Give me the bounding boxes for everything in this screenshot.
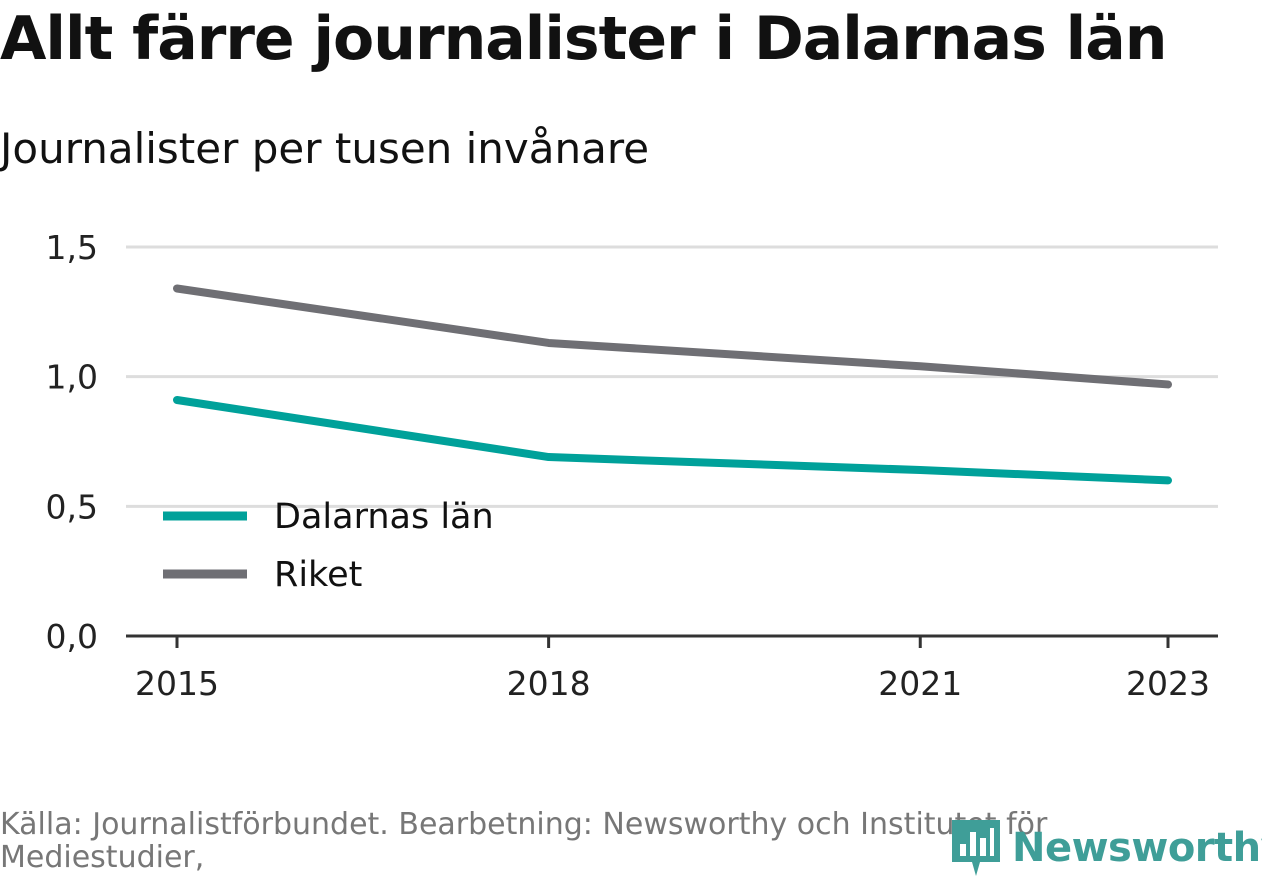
x-tick-label: 2021	[878, 664, 962, 703]
y-tick-label: 1,0	[46, 358, 98, 397]
bar-chart-icon	[952, 820, 1000, 876]
y-tick-labels: 0,0 0,5 1,0 1,5	[46, 228, 98, 656]
y-tick-label: 0,5	[46, 487, 98, 526]
series-lines	[173, 284, 1172, 485]
legend: Dalarnas län Riket	[163, 497, 494, 595]
x-tick-label: 2023	[1126, 664, 1210, 703]
x-tick-label: 2015	[135, 664, 219, 703]
series-line-riket	[173, 284, 1172, 389]
legend-label: Dalarnas län	[274, 497, 494, 537]
source-note: Källa: Journalistförbundet. Bearbetning:…	[0, 807, 1048, 875]
chart-title: Allt färre journalister i Dalarnas län	[0, 4, 1167, 74]
logo-text: Newsworthy	[1012, 825, 1262, 871]
newsworthy-logo: Newsworthy	[950, 818, 1262, 878]
y-tick-label: 0,0	[46, 617, 98, 656]
series-line-dalarnas-lan	[173, 396, 1172, 485]
x-tick-label: 2018	[507, 664, 591, 703]
y-tick-label: 1,5	[46, 228, 98, 267]
legend-label: Riket	[274, 555, 362, 595]
chart-subtitle: Journalister per tusen invånare	[0, 124, 650, 173]
line-chart: 0,0 0,5 1,0 1,5 2015 2018 2021 2023 Dalarnas l…	[46, 228, 1218, 703]
x-tick-labels: 2015 2018 2021 2023	[135, 636, 1210, 703]
